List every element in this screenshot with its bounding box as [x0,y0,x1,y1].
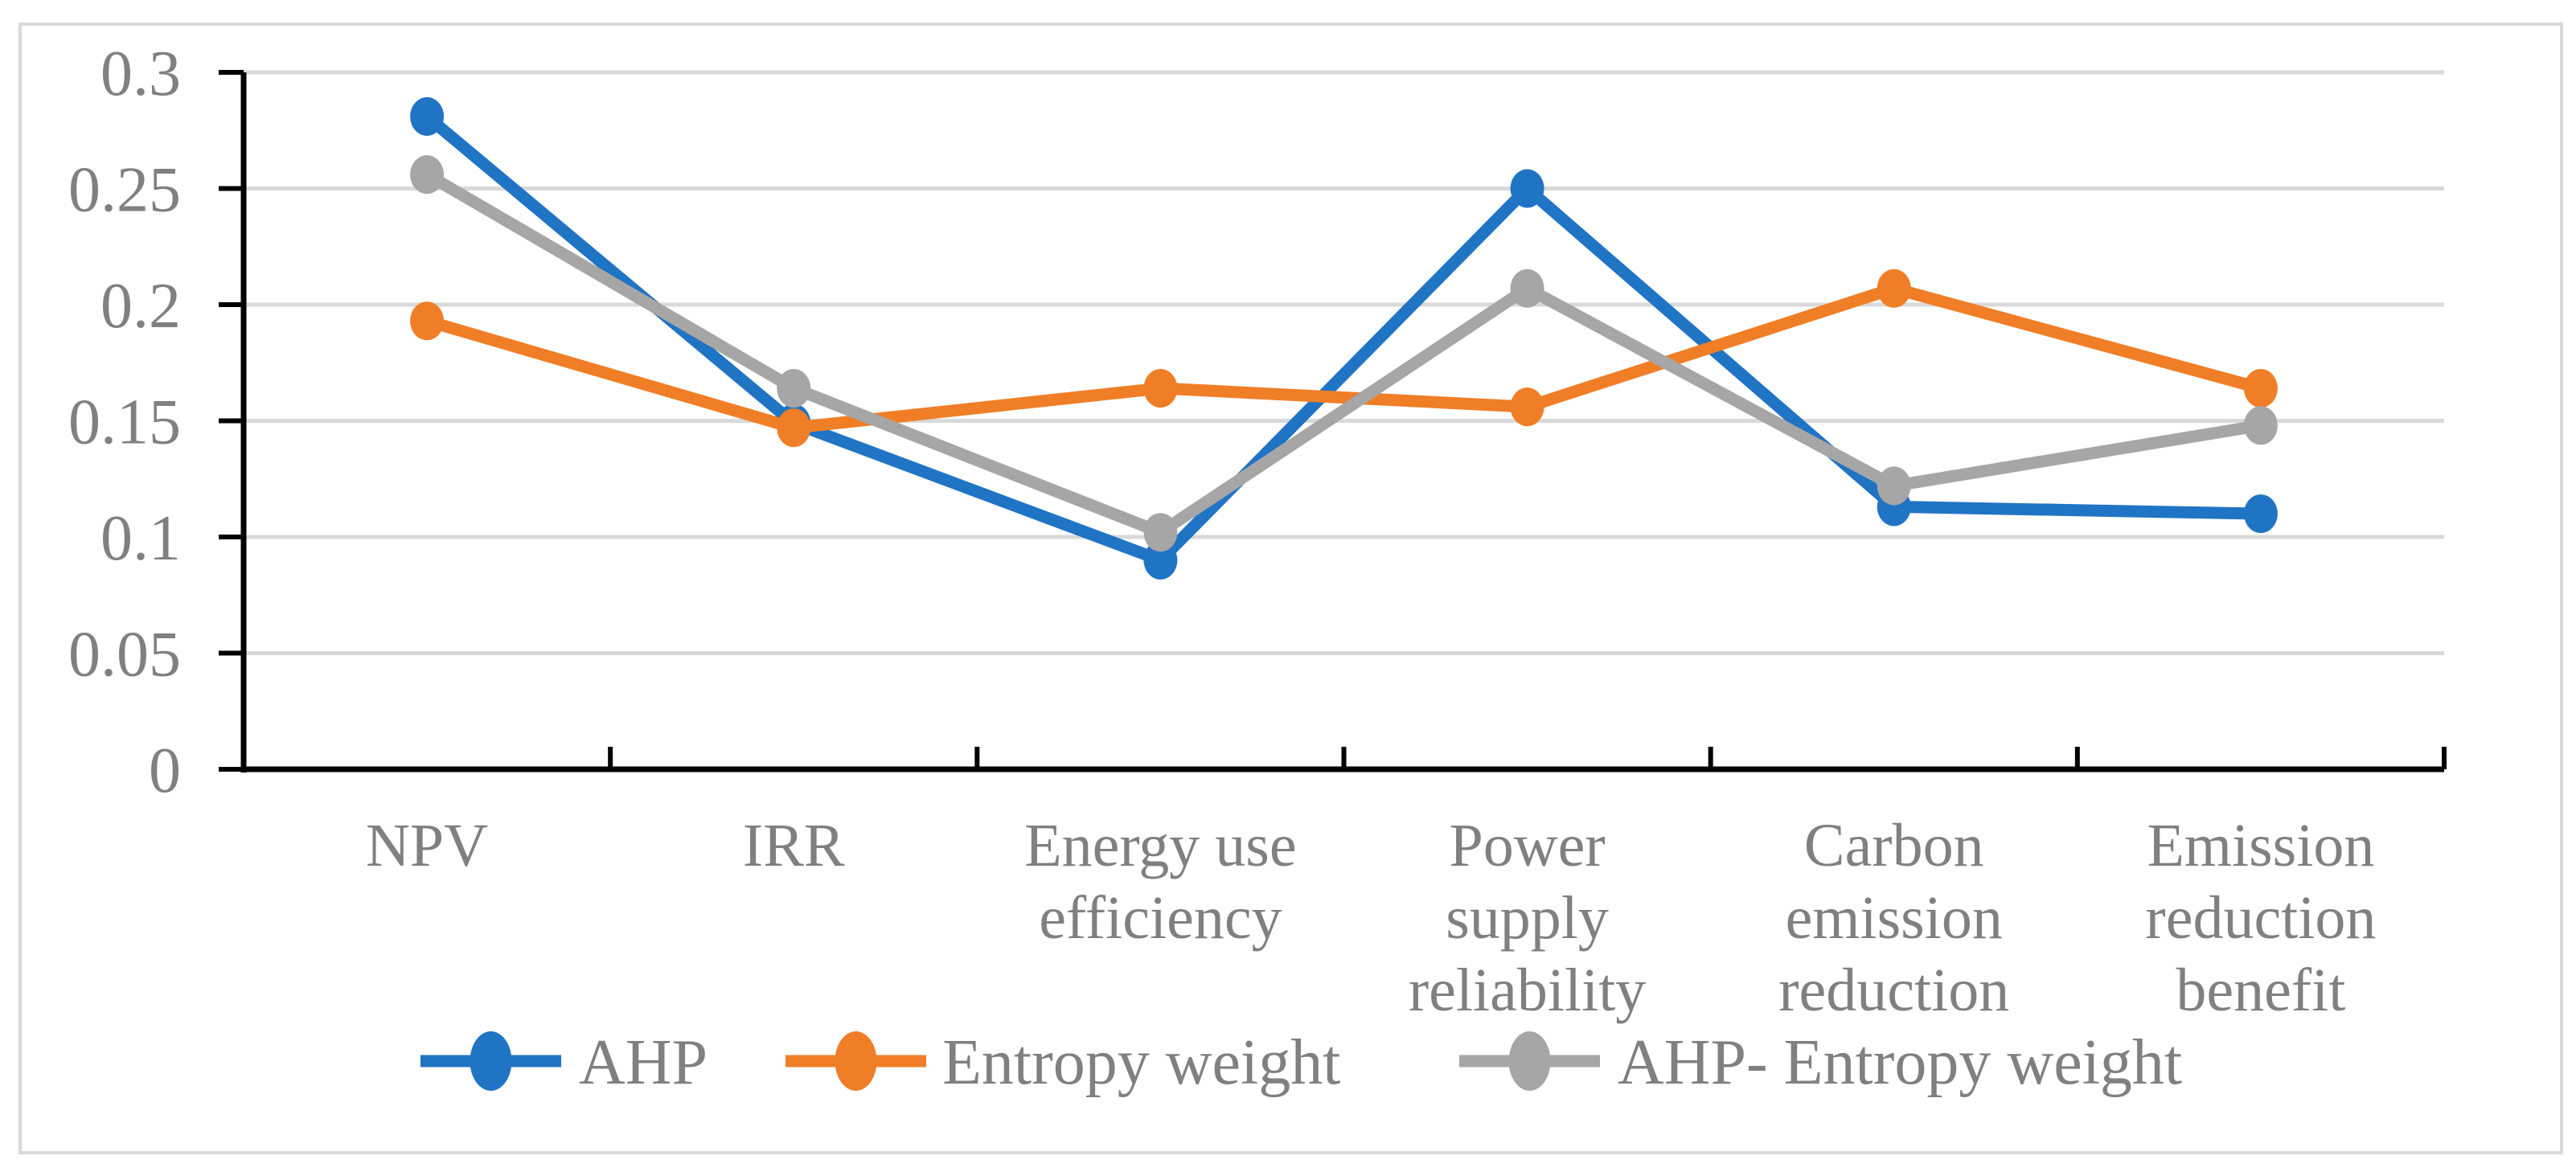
category-label-0-line-0: NPV [366,812,488,879]
y-tick-label-0.25: 0.25 [68,155,181,226]
category-label-2-line-0: Energy use [1024,812,1296,879]
series-line-2 [420,168,2267,539]
series-1-marker-0 [410,301,445,341]
series-0-marker-3 [1510,169,1544,208]
series-1-marker-2 [1143,369,1178,408]
category-label-4-line-2: reduction [1778,957,2009,1024]
category-label-2-line-1: efficiency [1039,884,1282,952]
series-1-marker-5 [2243,369,2278,408]
y-tick-label-0: 0 [149,736,181,806]
legend-marker-0 [470,1031,512,1091]
series-2-marker-0 [410,155,445,195]
legend-marker-2 [1508,1031,1551,1091]
category-label-3-line-0: Power [1449,812,1605,879]
category-label-5-line-0: Emission [2147,812,2374,879]
category-label-3-line-1: supply [1446,884,1609,952]
series-2-marker-5 [2243,406,2278,445]
series-line-1 [420,282,2267,434]
series-1-marker-4 [1877,268,1911,308]
series-line-0 [420,110,2267,567]
category-label-4-line-0: Carbon [1804,812,1984,879]
series-2-marker-1 [777,369,811,408]
series-2-marker-4 [1877,466,1911,506]
y-tick-label-0.05: 0.05 [68,620,181,690]
legend-label-2: AHP- Entropy weight [1618,1027,2182,1098]
series-0-marker-0 [410,96,445,136]
legend-label-1: Entropy weight [942,1027,1340,1098]
category-label-5-line-2: benefit [2176,957,2345,1024]
y-tick-label-0.1: 0.1 [100,503,181,574]
category-label-4-line-1: emission [1786,884,2003,952]
series-2-marker-3 [1510,268,1544,308]
series-0-marker-2 [1143,540,1178,580]
series-1-marker-3 [1510,387,1544,427]
category-label-3-line-2: reliability [1409,957,1646,1024]
series-0-marker-5 [2243,494,2278,534]
series-1-marker-1 [777,408,811,448]
category-label-5-line-1: reduction [2145,884,2376,952]
y-tick-label-0.15: 0.15 [68,387,181,458]
chart-frame [18,23,2563,1154]
legend-marker-1 [835,1031,877,1091]
y-tick-label-0.2: 0.2 [100,271,181,342]
category-label-1-line-0: IRR [743,812,845,879]
legend-label-0: AHP [579,1027,708,1098]
y-tick-label-0.3: 0.3 [100,39,181,109]
series-2-marker-2 [1143,513,1178,552]
